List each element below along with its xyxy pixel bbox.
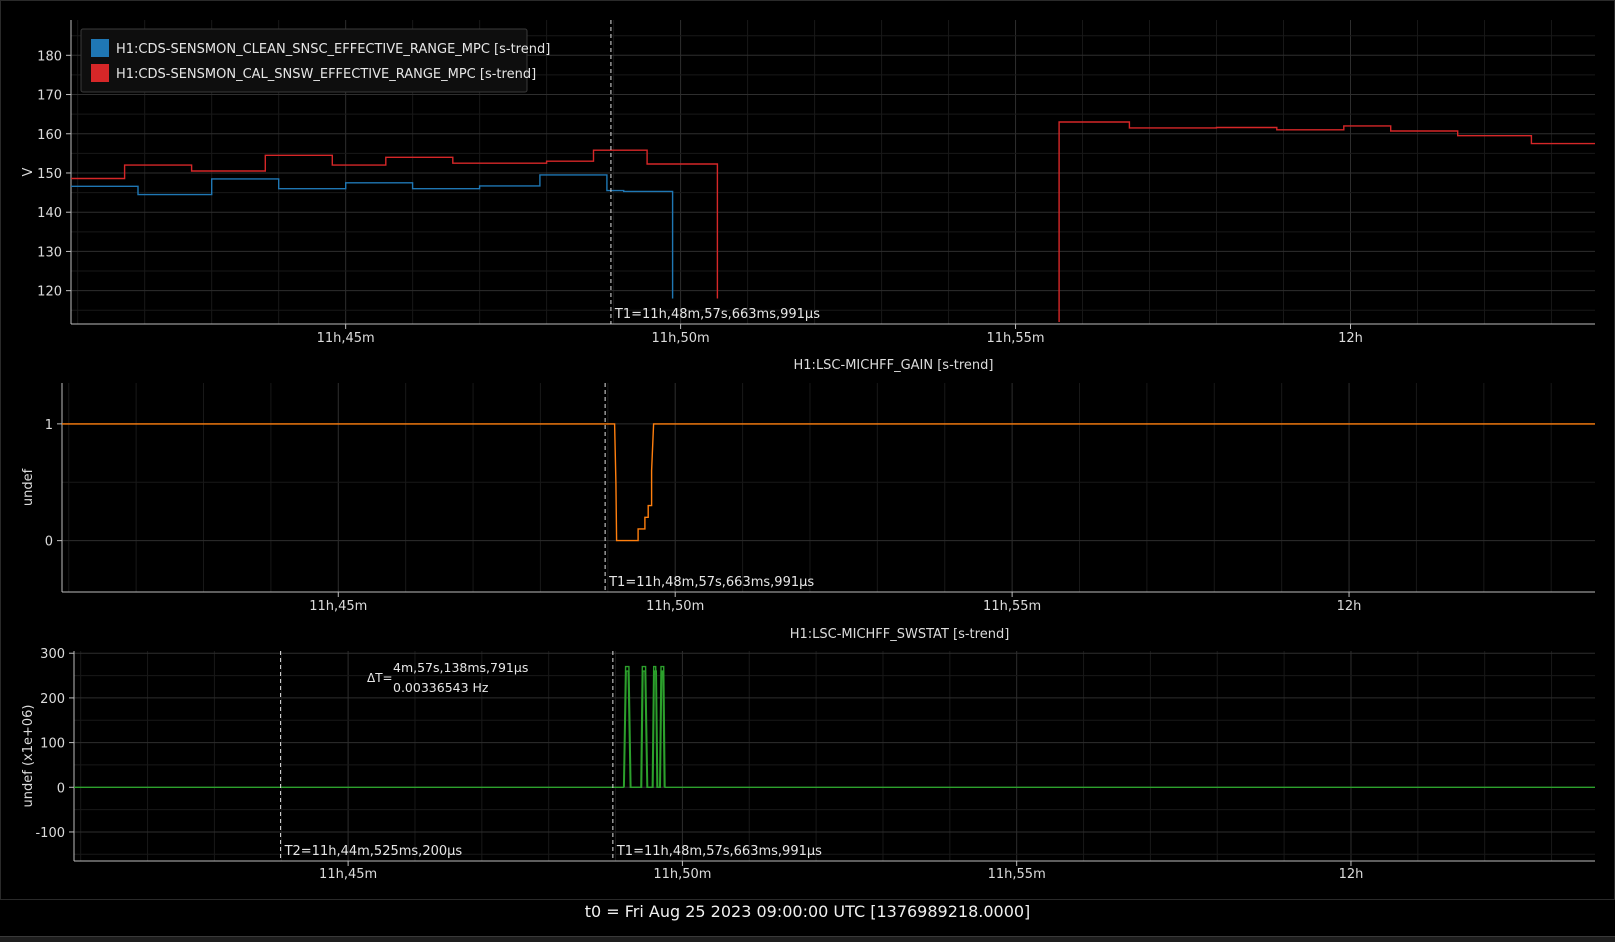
cursor-label: T1=11h,48m,57s,663ms,991µs — [614, 307, 820, 322]
x-tick-label: 11h,45m — [319, 867, 377, 882]
t0-footer: t0 = Fri Aug 25 2023 09:00:00 UTC [13769… — [584, 902, 1031, 921]
legend-swatch-2 — [91, 64, 109, 82]
y-axis-label: undef — [21, 468, 36, 506]
y-axis-label: undef (x1e+06) — [21, 705, 36, 808]
y-axis-label: V — [21, 167, 36, 176]
plot-3[interactable]: -100 0 100 200 300 11h,45m 11h,50m 11h,55m 12h un… — [21, 627, 1595, 882]
y-tick-label: 140 — [37, 206, 62, 221]
y-tick-label: 180 — [37, 49, 62, 64]
cursor-label: T2=11h,44m,525ms,200µs — [284, 844, 463, 859]
y-tick-label: 100 — [40, 737, 65, 752]
y-tick-label: 170 — [37, 89, 62, 104]
cursor-label: T1=11h,48m,57s,663ms,991µs — [616, 844, 822, 859]
tab-strip — [0, 936, 1615, 942]
y-tick-label: 300 — [40, 647, 65, 662]
delta-prefix: ΔT= — [367, 671, 393, 685]
plot-title: H1:LSC-MICHFF_GAIN [s-trend] — [794, 358, 994, 373]
x-tick-label: 11h,50m — [646, 599, 704, 614]
x-tick-label: 12h — [1337, 599, 1362, 614]
y-tick-label: 120 — [37, 285, 62, 300]
x-tick-label: 11h,55m — [983, 599, 1041, 614]
legend-box — [80, 28, 528, 93]
y-tick-label: 200 — [40, 692, 65, 707]
plot-title: H1:LSC-MICHFF_SWSTAT [s-trend] — [790, 627, 1010, 642]
y-tick-label: 0 — [45, 535, 53, 550]
legend-entry-1: H1:CDS-SENSMON_CLEAN_SNSC_EFFECTIVE_RANG… — [116, 42, 550, 57]
y-tick-label: -100 — [35, 826, 65, 841]
x-tick-label: 12h — [1338, 331, 1363, 346]
x-tick-label: 11h,55m — [988, 867, 1046, 882]
series-line-1 — [71, 174, 674, 299]
y-tick-label: 160 — [37, 128, 62, 143]
cursor-label: T1=11h,48m,57s,663ms,991µs — [608, 575, 814, 590]
y-tick-label: 0 — [57, 781, 65, 796]
series-line-1 — [623, 670, 665, 788]
y-tick-label: 150 — [37, 167, 62, 182]
series-line-1 — [74, 665, 1595, 788]
x-tick-label: 12h — [1339, 867, 1364, 882]
series-line-2 — [71, 149, 719, 299]
delta-time: 4m,57s,138ms,791µs — [393, 660, 528, 675]
legend: H1:CDS-SENSMON_CLEAN_SNSC_EFFECTIVE_RANG… — [80, 28, 550, 93]
delta-frequency: 0.00336543 Hz — [393, 680, 489, 695]
legend-swatch-1 — [91, 39, 109, 57]
x-tick-label: 11h,50m — [652, 331, 710, 346]
x-tick-label: 11h,45m — [309, 599, 367, 614]
y-tick-label: 1 — [45, 418, 53, 433]
plot-1[interactable]: 120 130 140 150 160 170 180 11h,45m 11h,50m 11h,5… — [21, 20, 1595, 346]
y-tick-label: 130 — [37, 245, 62, 260]
x-tick-label: 11h,55m — [986, 331, 1044, 346]
x-tick-label: 11h,50m — [653, 867, 711, 882]
legend-entry-2: H1:CDS-SENSMON_CAL_SNSW_EFFECTIVE_RANGE_… — [116, 67, 536, 82]
plots-canvas: 120 130 140 150 160 170 180 11h,45m 11h,50m 11h,5… — [0, 0, 1615, 900]
series-line-1 — [62, 423, 1595, 542]
series-line-2 — [1058, 121, 1595, 322]
plot-2[interactable]: 0 1 11h,45m 11h,50m 11h,55m 12h undef H1:LSC-MI… — [21, 358, 1595, 614]
x-tick-label: 11h,45m — [317, 331, 375, 346]
